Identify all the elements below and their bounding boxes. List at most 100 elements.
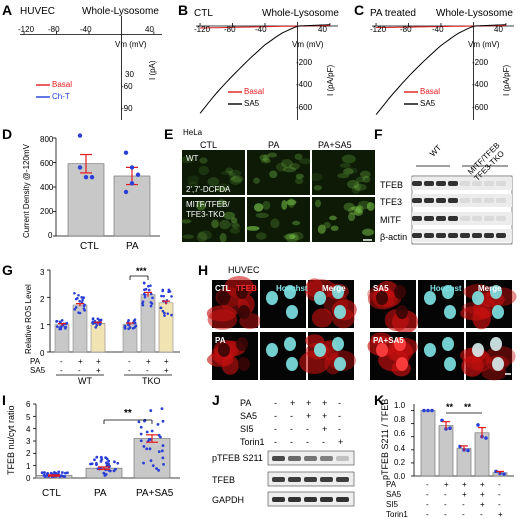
i-point-1-20 — [105, 461, 108, 465]
k-sign-3-3: - — [480, 510, 483, 519]
e-cell-0-1-2 — [298, 158, 312, 165]
e-cell-0-2-7 — [351, 185, 361, 194]
k-ytick-3: 0.6 — [394, 429, 406, 438]
h-cyto-0-0-3 — [206, 305, 237, 322]
d-ylabel: Current Density @-120mV — [22, 144, 31, 238]
k-sign-2-4: - — [498, 500, 501, 509]
j-sign-2-0: - — [274, 424, 277, 434]
e-cell-0-2-1 — [344, 167, 358, 174]
h-label-ctl: CTL — [215, 284, 231, 293]
e-cell-1-0-5 — [229, 221, 240, 228]
k-row-torin1: Torin1 — [386, 510, 408, 519]
panel-label-g: G — [2, 262, 13, 278]
j-band-2-3 — [320, 497, 333, 502]
e-cell-0-0-13 — [207, 177, 220, 187]
g-point-0-17 — [55, 319, 59, 323]
h-cyto-0-2-4 — [311, 308, 333, 328]
b-ytick-3: -600 — [296, 103, 313, 112]
k-sign-0-2: + — [462, 480, 467, 489]
h-nucleus-0-0-0 — [218, 291, 230, 305]
a-cell-label: HUVEC — [20, 6, 56, 17]
j-sign-2-2: - — [306, 424, 309, 434]
b-cond-label: CTL — [194, 8, 213, 19]
e-cell-0-0-1 — [180, 156, 195, 164]
g-point-2-16 — [95, 324, 98, 327]
h-nucleus-1-5-0 — [472, 343, 484, 357]
e-cell-1-2-11 — [314, 199, 322, 208]
b-legend-basal: Basal — [244, 87, 265, 96]
g-point-0-5 — [64, 322, 68, 325]
h-nucleus-0-1-2 — [284, 285, 296, 299]
d-point-1-0 — [123, 150, 129, 155]
i-cat-pa: PA — [94, 488, 107, 499]
h-nucleus-0-0-2 — [236, 285, 248, 299]
a-legend-cht: Ch-T — [52, 92, 70, 101]
e-cell-1-0-2 — [229, 227, 240, 234]
d-cat-ctl: CTL — [80, 241, 99, 252]
a-ytick-3: -90 — [121, 104, 133, 113]
e-cell-1-1-9 — [246, 225, 260, 231]
i-point-2-17 — [157, 433, 161, 437]
k-ytick-2: 0.4 — [394, 444, 406, 453]
k-point-2-0 — [458, 444, 462, 449]
g-point-0-10 — [64, 327, 67, 330]
i-point-1-18 — [95, 463, 98, 467]
k-point-3-0 — [476, 423, 480, 427]
k-sign-3-1: - — [444, 510, 447, 519]
j-band-1-0 — [272, 477, 285, 482]
j-band-0-2 — [304, 456, 317, 461]
i-point-2-4 — [157, 468, 160, 472]
c-ytick-3: -600 — [472, 103, 489, 112]
g-point-5-10 — [170, 295, 173, 298]
j-band-1-4 — [336, 477, 349, 482]
e-cell-0-1-6 — [294, 153, 303, 160]
e-cell-0-1-10 — [295, 173, 304, 179]
h-nucleus-1-4-0 — [424, 343, 436, 357]
e-cell-1-2-6 — [343, 202, 355, 212]
k-sign-0-0: - — [426, 480, 429, 489]
k-sign-3-0: - — [426, 510, 429, 519]
g-sa5-sign-5: - — [146, 366, 149, 375]
g-sig: *** — [136, 266, 147, 276]
a-xtick-1: -120 — [18, 25, 35, 34]
e-image-0-2 — [312, 150, 375, 195]
b-xunit: Vm (mV) — [292, 40, 324, 49]
i-point-2-0 — [160, 449, 164, 453]
g-point-3-16 — [127, 319, 130, 322]
j-sign-0-4: - — [338, 398, 341, 408]
f-band-2-1 — [424, 216, 434, 221]
e-cell-1-2-3 — [366, 202, 375, 211]
i-point-1-25 — [103, 474, 107, 477]
e-cell-1-1-2 — [288, 234, 296, 239]
e-cell-1-0-11 — [196, 200, 207, 211]
e-cell-1-0-7 — [182, 234, 195, 239]
j-sign-3-0: - — [274, 437, 277, 447]
k-sign-2-1: - — [444, 500, 447, 509]
c-xunit: Vm (mV) — [468, 40, 500, 49]
f-band-1-1 — [424, 198, 434, 203]
k-sign-1-3: + — [480, 490, 485, 499]
i-point-2-29 — [137, 420, 141, 424]
g-row-pa: PA — [30, 357, 41, 366]
h-nucleus-1-2-2 — [332, 337, 344, 351]
c-legend-basal: Basal — [420, 87, 441, 96]
g-point-4-4 — [147, 284, 150, 288]
f-band-0-4 — [460, 181, 470, 186]
b-title: Whole-Lysosome — [262, 8, 339, 19]
f-band-2-3 — [448, 216, 458, 221]
h-nucleus-0-3-0 — [376, 291, 388, 305]
panel-label-b: B — [178, 2, 189, 18]
h-nucleus-1-0-1 — [238, 357, 250, 371]
j-sign-3-2: - — [306, 437, 309, 447]
c-ytick-1: -200 — [472, 58, 489, 67]
i-point-0-13 — [42, 473, 46, 477]
h-nucleus-1-5-2 — [490, 337, 502, 351]
i-point-0-11 — [64, 471, 67, 475]
a-title: Whole-Lysosome — [82, 6, 159, 17]
g-ytick-3: 3 — [40, 268, 45, 277]
e-cell-1-1-0 — [291, 231, 304, 241]
f-band-0-7 — [496, 181, 506, 186]
g-point-4-15 — [142, 281, 146, 285]
panel-label-j: J — [212, 392, 220, 408]
d-bar-0 — [67, 163, 105, 237]
